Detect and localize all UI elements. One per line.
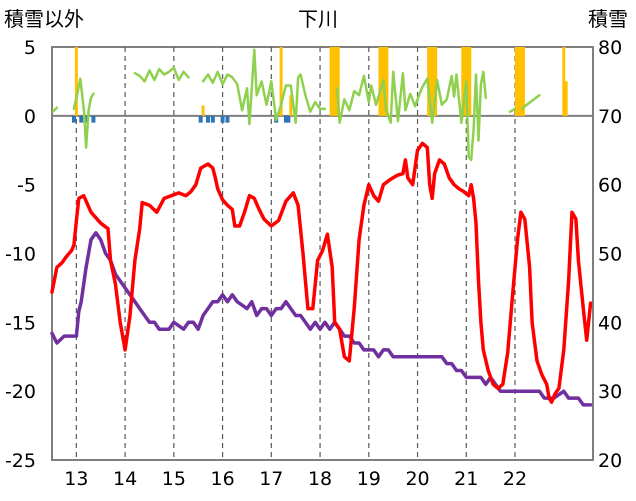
red-line <box>50 141 593 404</box>
blue-bar <box>91 115 96 123</box>
left-tick-label: -15 <box>5 312 36 334</box>
left-tick-label: -25 <box>5 450 36 472</box>
orange-bar <box>201 105 205 116</box>
blue-bars <box>71 115 291 123</box>
blue-bar <box>225 115 230 123</box>
x-tick-label: 17 <box>259 468 283 490</box>
right-tick-label: 40 <box>598 312 622 334</box>
orange-bar <box>74 47 78 116</box>
x-tick-label: 19 <box>357 468 381 490</box>
x-tick-label: 20 <box>405 468 429 490</box>
green-line-segment <box>72 77 95 149</box>
orange-bar <box>279 47 283 116</box>
right-tick-label: 50 <box>598 244 622 266</box>
chart-title: 下川 <box>298 7 338 31</box>
green-line-segment <box>51 106 59 113</box>
green-line-segment <box>133 66 190 83</box>
right-axis-ticks: 80 70 60 50 40 30 20 <box>598 37 622 472</box>
orange-bars <box>74 47 568 116</box>
left-tick-label: -20 <box>5 381 36 403</box>
blue-bar <box>84 115 89 123</box>
x-axis-ticks: 13 14 15 16 17 18 19 20 21 22 <box>64 468 527 490</box>
blue-bar <box>210 115 215 123</box>
right-axis-title: 積雪 <box>588 7 628 31</box>
plot-border <box>51 46 594 461</box>
orange-bar <box>427 47 438 116</box>
orange-bar <box>564 81 568 116</box>
orange-bar <box>562 47 566 116</box>
x-tick-label: 14 <box>113 468 137 490</box>
right-tick-label: 60 <box>598 175 622 197</box>
red-series <box>50 141 593 404</box>
x-tick-label: 18 <box>308 468 332 490</box>
x-tick-label: 16 <box>210 468 234 490</box>
x-tick-label: 22 <box>503 468 527 490</box>
left-axis-title: 積雪以外 <box>4 7 84 31</box>
blue-bar <box>71 115 76 123</box>
blue-bar <box>286 115 291 123</box>
orange-bar <box>329 47 340 116</box>
left-tick-label: 0 <box>24 106 36 128</box>
green-line-segment <box>508 107 517 113</box>
green-line-segment <box>335 70 488 162</box>
purple-series <box>50 231 593 407</box>
green-line-segment <box>521 93 541 111</box>
left-axis-ticks: 5 0 -5 -10 -15 -20 -25 <box>5 37 36 472</box>
x-tick-label: 15 <box>162 468 186 490</box>
orange-bar <box>514 47 525 116</box>
right-tick-label: 30 <box>598 381 622 403</box>
blue-bar <box>220 115 225 123</box>
right-tick-label: 80 <box>598 37 622 59</box>
x-tick-label: 13 <box>64 468 88 490</box>
left-tick-label: 5 <box>24 37 36 59</box>
blue-bar <box>198 115 203 123</box>
orange-bar <box>289 95 293 116</box>
left-tick-label: -10 <box>5 244 36 266</box>
blue-bar <box>79 115 84 123</box>
green-series <box>51 48 541 162</box>
right-tick-label: 20 <box>598 450 622 472</box>
right-tick-label: 70 <box>598 106 622 128</box>
x-tick-label: 21 <box>454 468 478 490</box>
axes-frame <box>51 46 594 461</box>
blue-bar <box>283 115 288 123</box>
green-line-segment <box>201 48 327 126</box>
purple-line <box>50 231 593 407</box>
blue-bar <box>205 115 210 123</box>
left-tick-label: -5 <box>17 175 36 197</box>
